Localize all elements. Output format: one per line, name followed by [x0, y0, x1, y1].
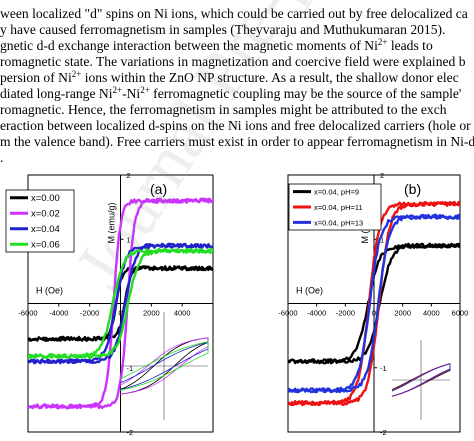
- x-tick-label: 6000: [452, 309, 469, 318]
- y-tick-label: -1: [380, 364, 387, 373]
- y-tick-label: 1: [380, 235, 384, 244]
- x-tick-label: -4000: [49, 309, 68, 318]
- curves: [288, 200, 460, 407]
- hysteresis-panel-a: -6000 -4000 -2000 0 2000 4000 -2 -1 1 2 H (Oe) M (e…: [5, 171, 214, 437]
- x-tick-label: 0: [118, 309, 122, 318]
- x-axis-label: H (Oe): [36, 286, 63, 296]
- x-tick-label: 0: [372, 309, 376, 318]
- y-tick-label: 1: [127, 235, 131, 244]
- x-tick-label: 2000: [143, 309, 160, 318]
- legend-label: x=0.04, pH=11: [314, 203, 363, 212]
- series-line: [28, 247, 213, 360]
- legend-label: x=0.06: [31, 239, 60, 250]
- legend-label: x=0.02: [31, 208, 60, 219]
- text-line: ween localized "d" spins on Ni ions, whi…: [0, 6, 468, 21]
- legend-label: x=0.04, pH=9: [314, 188, 359, 197]
- y-axis-label: M (emu/g): [107, 202, 117, 243]
- x-tick-label: -2000: [80, 309, 99, 318]
- x-tick-label: -6000: [278, 309, 297, 318]
- legend-box: [5, 189, 75, 253]
- text-line: gnetic d-d exchange interaction between …: [0, 37, 433, 54]
- text-line: romagnetic state. The variations in magn…: [0, 54, 466, 69]
- legend-label: x=0.04: [31, 224, 60, 235]
- inset-series-line: [391, 363, 451, 397]
- curves: [28, 197, 213, 410]
- y-tick-label: -2: [127, 428, 134, 437]
- y-tick-label: 2: [380, 171, 384, 180]
- inset-series-line: [119, 341, 209, 391]
- series-line: [288, 242, 460, 365]
- text-line: diated long-range Ni2+-Ni2+ ferromagneti…: [0, 85, 462, 102]
- legend: x=0.04, pH=9 x=0.04, pH=11 x=0.04, pH=13: [288, 183, 382, 231]
- y-tick-label: 2: [127, 171, 131, 180]
- hysteresis-panel-b: -6000 -4000 -2000 0 2000 4000 6000 -2 -1 1 2 H (Oe)…: [278, 171, 468, 437]
- x-tick-label: 4000: [423, 309, 440, 318]
- inset-plot: [391, 340, 451, 420]
- panel-label: (a): [150, 181, 167, 197]
- text-line: persion of Ni2+ ions within the ZnO NP s…: [0, 69, 459, 86]
- x-axis-label: H (Oe): [296, 286, 323, 296]
- text-line: y have caused ferromagnetism in samples …: [0, 22, 446, 37]
- legend-label: x=0.00: [31, 193, 60, 204]
- text-line: m the valence band). Free carriers must …: [0, 134, 474, 149]
- x-tick-label: -6000: [18, 309, 37, 318]
- x-tick-label: -2000: [336, 309, 355, 318]
- series-line: [288, 213, 460, 394]
- body-text: ween localized "d" spins on Ni ions, whi…: [0, 0, 474, 168]
- y-tick-label: -2: [380, 428, 387, 437]
- x-tick-label: 4000: [174, 309, 191, 318]
- series-line: [288, 200, 460, 407]
- text-line: .: [0, 150, 4, 165]
- series-line: [28, 265, 213, 342]
- text-line: eraction between localized d-spins on th…: [0, 118, 474, 133]
- inset-plot: [119, 312, 209, 420]
- y-tick-label: -1: [127, 364, 134, 373]
- panel-label: (b): [404, 181, 421, 197]
- legend: x=0.00 x=0.02 x=0.04 x=0.06: [5, 189, 75, 253]
- text-line: romagnetic. Hence, the ferromagnetism in…: [0, 102, 447, 117]
- x-tick-label: 2000: [394, 309, 411, 318]
- x-tick-label: -4000: [307, 309, 326, 318]
- legend-label: x=0.04, pH=13: [314, 218, 363, 227]
- series-line: [28, 197, 213, 410]
- series-line: [28, 242, 213, 365]
